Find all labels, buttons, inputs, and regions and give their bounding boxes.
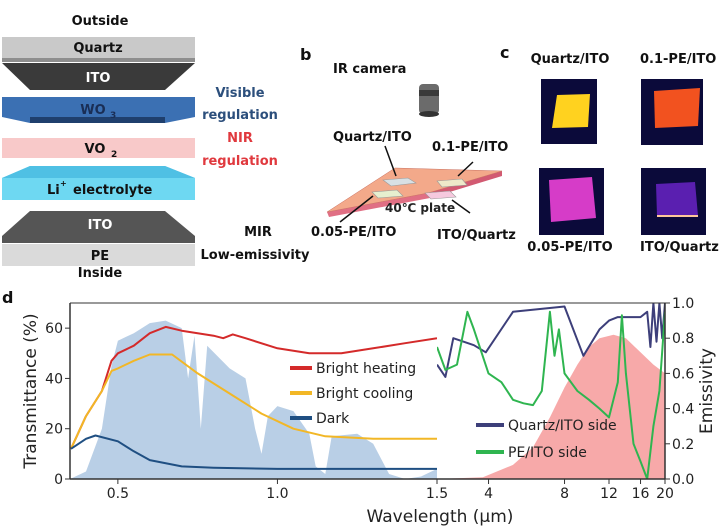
x-tick-label: 20 — [656, 486, 674, 502]
y-tick-label: 0.6 — [672, 366, 694, 382]
series-line-dark — [70, 434, 437, 470]
thermal-image-ito-quartz — [641, 168, 706, 235]
y-tick-label: 0 — [54, 472, 63, 488]
panel-a-device-stack: Outside Quartz ITO WO 3 VO 2 Li + electr… — [2, 14, 310, 281]
thermal-title-quartz-ito: Quartz/ITO — [531, 52, 610, 67]
x-tick-label: 4 — [484, 486, 493, 502]
wo3-layer — [2, 97, 195, 123]
x-tick-label: 8 — [560, 486, 569, 502]
background-spectrum-area — [70, 320, 437, 479]
thermal-title-ito-quartz: ITO/Quartz — [640, 240, 719, 255]
ito-bottom-label: ITO — [88, 218, 113, 233]
mir-line2: Low-emissivity — [201, 248, 311, 263]
series-line-bright-heating — [70, 325, 437, 450]
sample-quartz-ito — [382, 177, 417, 187]
series-line-bright-cooling — [70, 353, 437, 450]
thermal-image-0.05-pe-ito — [539, 168, 604, 235]
legend-label: Dark — [316, 411, 350, 427]
y-tick-label: 60 — [45, 321, 63, 337]
x-tick-label: 0.5 — [107, 486, 129, 502]
wo3-label: WO — [80, 103, 105, 118]
quartz-label: Quartz — [73, 41, 122, 56]
wo3-subscript: 3 — [110, 111, 116, 121]
panel-d-spectra: d 0.5 1.0 1.5 0 20 40 60 Bright heating Bright c… — [2, 288, 717, 527]
thermal-image-quartz-ito — [541, 79, 597, 144]
sample-0.05-pe-ito — [371, 189, 404, 199]
legend-label: Quartz/ITO side — [508, 418, 617, 434]
transmittance-plot: 0.5 1.0 1.5 0 20 40 60 Bright heating Bright coo… — [45, 302, 448, 502]
sample-label-quartz-ito: Quartz/ITO — [333, 130, 412, 145]
ir-camera-icon — [419, 84, 439, 117]
quartz-layer — [2, 37, 195, 58]
pe-layer — [2, 244, 195, 266]
wo3-bottom-edge — [30, 117, 165, 123]
x-axis-label: Wavelength (µm) — [367, 507, 514, 527]
electrolyte-label: electrolyte — [73, 183, 152, 198]
electrolyte-superscript: + — [60, 179, 67, 188]
thermal-image-0.1-pe-ito — [641, 79, 703, 145]
panel-d-label: d — [2, 288, 13, 307]
legend-label: PE/ITO side — [508, 445, 587, 461]
y-tick-label: 0.0 — [672, 472, 694, 488]
pointer-arrows — [339, 145, 474, 223]
background-spectrum-area — [437, 334, 665, 479]
inside-label: Inside — [78, 266, 123, 281]
sample-ito-quartz — [424, 190, 457, 200]
nir-regulation-line2: regulation — [202, 154, 278, 169]
visible-regulation-line1: Visible — [215, 86, 264, 101]
emissivity-plot: 4 8 12 16 200.0 0.2 0.4 0.6 0.8 1.0 Quartz/ITO sid… — [437, 296, 694, 502]
panel-b-label: b — [300, 45, 311, 64]
y-tick-label: 1.0 — [672, 296, 694, 312]
legend-label: Bright heating — [316, 361, 416, 377]
y-tick-label: 40 — [45, 371, 63, 387]
panel-c-thermal-images: c Quartz/ITO 0.1-PE/ITO 0.05-PE/ITO ITO/… — [500, 43, 719, 255]
ito-bottom-layer — [2, 211, 195, 243]
y-tick-label: 20 — [45, 422, 63, 438]
mir-line1: MIR — [244, 225, 272, 240]
x-tick-label: 16 — [632, 486, 650, 502]
plate-label: 40℃ plate — [385, 201, 455, 215]
series-line-pe-ito-side — [437, 310, 665, 479]
vo2-subscript: 2 — [111, 150, 117, 160]
legend-label: Bright cooling — [316, 386, 413, 402]
outside-label: Outside — [72, 14, 129, 29]
thermal-title-0.1-pe-ito: 0.1-PE/ITO — [640, 52, 716, 67]
sample-label-0.1-pe-ito: 0.1-PE/ITO — [432, 140, 508, 155]
vo2-label: VO — [85, 142, 106, 157]
visible-regulation-line2: regulation — [202, 108, 278, 123]
y-tick-label: 0.4 — [672, 402, 694, 418]
panel-b-setup: b IR camera 40℃ plate Quartz/ITO 0.1-PE/… — [300, 45, 516, 243]
nir-regulation-line1: NIR — [227, 131, 253, 146]
thin-layer — [2, 58, 195, 62]
ito-top-layer — [2, 63, 195, 90]
vo2-layer — [2, 138, 195, 158]
electrolyte-top-face — [2, 166, 195, 178]
y-tick-label: 0.8 — [672, 331, 694, 347]
sample-0.1-pe-ito — [436, 178, 468, 188]
y-axis-label-left: Transmittance (%) — [21, 313, 41, 469]
series-line-quartz-ito-side — [437, 303, 665, 378]
thermal-title-0.05-pe-ito: 0.05-PE/ITO — [527, 240, 612, 255]
ir-camera-label: IR camera — [333, 62, 406, 77]
y-tick-label: 0.2 — [672, 437, 694, 453]
y-axis-label-right: Emissivity — [697, 348, 717, 434]
x-tick-label: 1.0 — [266, 486, 288, 502]
x-tick-label: 1.5 — [426, 486, 448, 502]
panel-c-label: c — [500, 43, 509, 62]
electrolyte-li-label: Li — [47, 183, 60, 198]
x-tick-label: 12 — [600, 486, 618, 502]
sample-label-0.05-pe-ito: 0.05-PE/ITO — [311, 225, 396, 240]
sample-label-ito-quartz: ITO/Quartz — [437, 228, 516, 243]
ito-top-label: ITO — [86, 71, 111, 86]
pe-label: PE — [91, 249, 109, 264]
